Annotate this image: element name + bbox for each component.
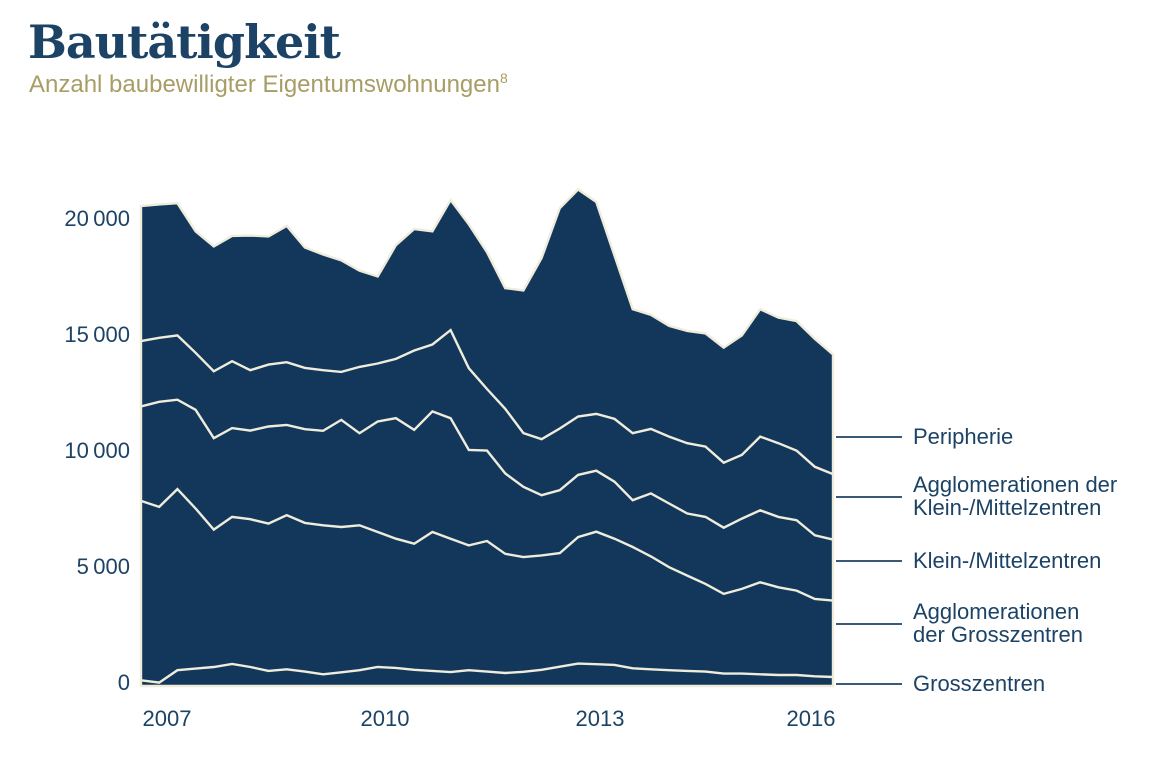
legend-label-agglomerationen-der-grosszentren: Agglomerationen der Grosszentren	[913, 600, 1083, 646]
legend-label-grosszentren: Grosszentren	[913, 672, 1045, 695]
series-divider-agglomerationen-der-klein-mittelzentren	[140, 328, 834, 476]
series-divider-grosszentren	[140, 662, 834, 684]
legend-label-line: Agglomerationen	[913, 599, 1080, 624]
legend-label-klein-mittelzentren: Klein-/Mittelzentren	[913, 549, 1101, 572]
chart-subtitle: Anzahl baubewilligter Eigentumswohnungen…	[29, 70, 508, 100]
legend-label-line: Klein-/Mittelzentren	[913, 547, 1102, 573]
legend-label-line: der Grosszentren	[913, 622, 1083, 647]
x-tick-label: 2013	[575, 706, 625, 731]
y-tick-label: 15 000	[64, 322, 130, 347]
x-tick-label: 2016	[786, 706, 836, 731]
y-tick-label: 5 000	[76, 554, 130, 579]
legend-label-peripherie: Peripherie	[913, 425, 1013, 448]
total-area	[139, 187, 835, 688]
series-divider-agglomerationen-der-grosszentren	[140, 487, 834, 602]
legend-label-agglomerationen-der-klein-mittelzentren: Agglomerationen der Klein-/Mittelzentren	[913, 473, 1117, 519]
y-tick-label: 0	[117, 670, 130, 695]
legend-label-line: Klein-/Mittelzentren	[913, 495, 1102, 520]
legend-label-line: Peripherie	[913, 423, 1014, 449]
x-tick-label: 2010	[360, 706, 410, 731]
y-tick-label: 10 000	[64, 438, 130, 463]
series-divider-klein-mittelzentren	[140, 398, 834, 541]
legend-label-line: Agglomerationen der	[913, 472, 1118, 497]
legend-label-line: Grosszentren	[913, 670, 1046, 696]
y-tick-label: 20 000	[64, 206, 130, 231]
chart-subtitle-text: Anzahl baubewilligter Eigentumswohnungen	[29, 71, 500, 98]
chart-title: Bautätigkeit	[28, 15, 341, 69]
x-tick-label: 2007	[142, 706, 192, 731]
footnote-marker: 8	[499, 70, 508, 86]
